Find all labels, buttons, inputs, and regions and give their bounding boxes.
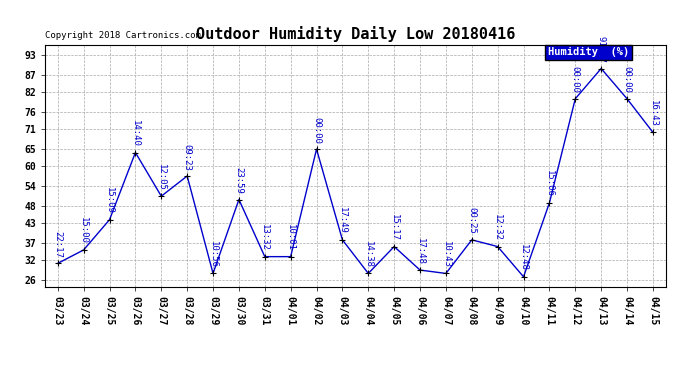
Text: 16:43: 16:43 [649,100,658,127]
Text: 13:32: 13:32 [260,224,269,251]
Text: 14:40: 14:40 [131,120,140,147]
Text: 15:00: 15:00 [79,217,88,244]
Text: Copyright 2018 Cartronics.com: Copyright 2018 Cartronics.com [45,31,201,40]
Text: 10:43: 10:43 [442,241,451,268]
Text: 91:57: 91:57 [597,36,606,63]
Text: 17:49: 17:49 [338,207,347,234]
Title: Outdoor Humidity Daily Low 20180416: Outdoor Humidity Daily Low 20180416 [196,27,515,42]
Text: 00:25: 00:25 [467,207,476,234]
Text: 10:01: 10:01 [286,224,295,251]
Text: 15:17: 15:17 [390,214,399,241]
Text: 09:23: 09:23 [183,144,192,171]
Text: 10:56: 10:56 [208,241,217,268]
Text: 12:48: 12:48 [519,244,528,271]
Text: 14:38: 14:38 [364,241,373,268]
Text: 00:00: 00:00 [571,66,580,93]
Text: 15:06: 15:06 [545,171,554,197]
Text: 15:09: 15:09 [105,187,114,214]
Text: Humidity  (%): Humidity (%) [548,47,629,57]
Text: 22:17: 22:17 [53,231,62,258]
Text: 12:32: 12:32 [493,214,502,241]
Text: 17:48: 17:48 [415,238,424,264]
Text: 23:59: 23:59 [235,167,244,194]
Text: 12:05: 12:05 [157,164,166,190]
Text: 00:00: 00:00 [312,117,321,144]
Text: 00:00: 00:00 [622,66,631,93]
